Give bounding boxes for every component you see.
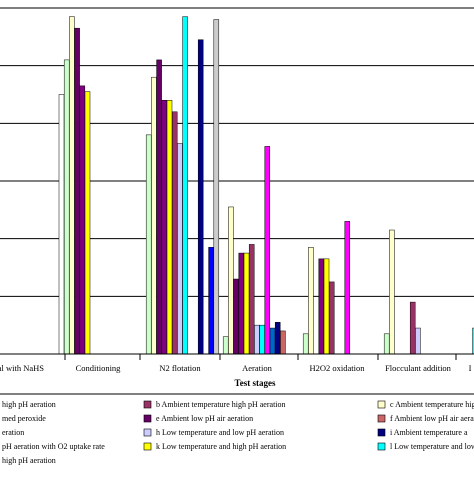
category-tick-label: I: [469, 363, 472, 373]
bar: [171, 111, 178, 355]
bar: [228, 206, 234, 355]
bar: [323, 258, 330, 355]
legend-swatch: [143, 442, 152, 451]
bar: [280, 330, 286, 355]
legend-swatch: [377, 442, 386, 451]
legend-label: h Low temperature and low pH aeration: [156, 428, 284, 437]
category-tick-label: Flocculant addition: [385, 363, 452, 373]
bar: [274, 322, 281, 355]
legend-swatch: [377, 400, 386, 409]
legend-label: l Low temperature and low: [390, 442, 474, 451]
bar: [383, 333, 390, 355]
bar: [177, 143, 183, 355]
legend-swatch: [377, 414, 386, 423]
axes: [0, 353, 474, 360]
bar: [213, 19, 220, 355]
bar: [63, 59, 70, 355]
legend-label: pH aeration with O2 uptake rate: [2, 442, 105, 451]
bar: [415, 327, 421, 355]
legend-label: i Ambient temperature a: [390, 428, 468, 437]
category-tick-label: H2O2 oxidation: [309, 363, 365, 373]
bar: [79, 85, 86, 355]
bar: [208, 247, 214, 355]
legend-label: f Ambient low pH air aeration: [390, 414, 474, 423]
legend-swatch: [143, 414, 152, 423]
legend-label: c Ambient temperature high: [390, 400, 474, 409]
legend-label: med peroxide: [2, 414, 46, 423]
legend-label: high pH aeration: [2, 400, 56, 409]
bar: [233, 278, 239, 355]
bar: [58, 94, 65, 355]
bar: [472, 327, 474, 355]
legend-label: high pH aeration: [2, 456, 56, 465]
legend-label: k Low temperature and high pH aeration: [156, 442, 286, 451]
bar: [302, 333, 309, 355]
category-tick-label: Aeration: [242, 363, 272, 373]
bar: [243, 252, 250, 355]
bar: [161, 100, 168, 355]
bar: [74, 27, 80, 355]
category-tick-labels: al with NaHS Conditioning N2 flotation Aera…: [0, 363, 472, 373]
bar: [259, 324, 265, 355]
bar: [238, 252, 245, 355]
bar: [318, 258, 325, 355]
bar: [409, 301, 416, 355]
bar: [156, 59, 162, 355]
category-tick-label: al with NaHS: [0, 363, 44, 373]
bar: [222, 336, 229, 355]
bar: [389, 229, 395, 355]
bar: [197, 39, 204, 355]
bar: [254, 324, 260, 355]
legend-swatch: [377, 428, 386, 437]
legend-frame: [0, 393, 474, 395]
legend-swatch: [143, 400, 152, 409]
bar: [84, 91, 91, 355]
bar: [328, 281, 335, 355]
category-tick-label: Conditioning: [76, 363, 122, 373]
bar: [182, 16, 188, 355]
x-axis-label: Test stages: [235, 378, 276, 388]
bar: [308, 247, 314, 355]
legend: high pH aeration b Ambient temperature hi…: [0, 393, 474, 465]
bar: [69, 16, 75, 355]
bar: [166, 100, 173, 355]
category-tick-label: N2 flotation: [159, 363, 201, 373]
bar: [269, 327, 276, 355]
legend-swatch: [143, 428, 152, 437]
bar: [248, 244, 255, 355]
bars: [58, 16, 474, 355]
bar: [344, 221, 351, 355]
bar: [151, 76, 157, 355]
legend-label: b Ambient temperature high pH aeration: [156, 400, 286, 409]
legend-label: eration: [2, 428, 24, 437]
legend-label: e Ambient low pH air aeration: [156, 414, 253, 423]
bar: [145, 134, 152, 355]
bar: [264, 146, 271, 355]
